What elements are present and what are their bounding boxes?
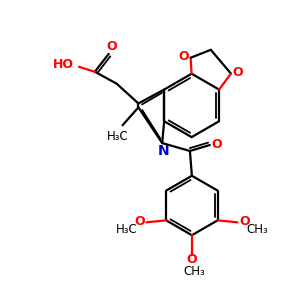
Text: H₃C: H₃C [107,130,128,142]
Text: O: O [106,40,117,53]
Text: CH₃: CH₃ [183,266,205,278]
Text: O: O [212,138,222,151]
Text: O: O [187,254,197,266]
Text: O: O [134,215,145,228]
Text: CH₃: CH₃ [246,223,268,236]
Text: O: O [239,215,250,228]
Text: O: O [178,50,189,63]
Text: H₃C: H₃C [116,223,137,236]
Text: HO: HO [52,58,74,71]
Text: O: O [232,66,243,79]
Text: N: N [158,144,169,158]
